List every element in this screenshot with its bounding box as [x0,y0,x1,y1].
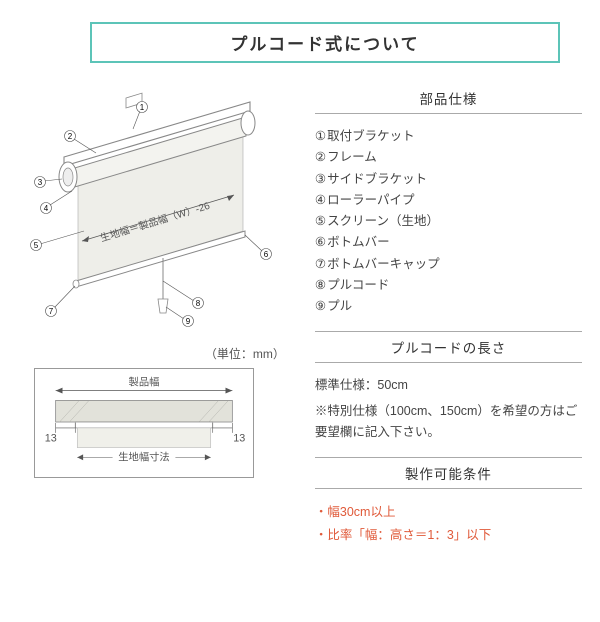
left-column: 生地幅＝製品幅（W）-26 1 2 3 4 5 6 7 8 9 （単位：mm） … [18,81,305,546]
svg-text:6: 6 [264,250,269,259]
svg-text:8: 8 [196,299,201,308]
svg-text:生地幅寸法: 生地幅寸法 [118,450,169,463]
parts-heading: 部品仕様 [315,83,582,114]
svg-text:2: 2 [68,132,73,141]
right-column: 部品仕様 取付ブラケットフレームサイドブラケットローラーパイプスクリーン（生地）… [305,81,582,546]
svg-text:製品幅: 製品幅 [129,376,160,389]
parts-item: ボトムバーキャップ [315,254,582,275]
cord-length-heading: プルコードの長さ [315,331,582,363]
cord-length-body1: 標準仕様：50cm [315,375,582,396]
parts-item: スクリーン（生地） [315,211,582,232]
parts-item: フレーム [315,147,582,168]
parts-item: ローラーパイプ [315,190,582,211]
content-row: 生地幅＝製品幅（W）-26 1 2 3 4 5 6 7 8 9 （単位：mm） … [0,81,600,546]
svg-text:13: 13 [45,433,57,445]
svg-text:3: 3 [38,178,43,187]
isometric-diagram: 生地幅＝製品幅（W）-26 1 2 3 4 5 6 7 8 9 [18,81,288,341]
parts-item: プルコード [315,275,582,296]
main-title: プルコード式について [90,22,560,63]
parts-item: 取付ブラケット [315,126,582,147]
svg-text:13: 13 [233,433,245,445]
condition-item: 比率「幅：高さ＝1：3」以下 [315,524,582,547]
condition-item: 幅30cm以上 [315,501,582,524]
svg-text:5: 5 [34,241,39,250]
conditions-list: 幅30cm以上比率「幅：高さ＝1：3」以下 [315,501,582,546]
svg-text:7: 7 [49,307,54,316]
parts-item: ボトムバー [315,232,582,253]
cross-section-diagram: 製品幅 13 13 [34,368,254,478]
parts-list: 取付ブラケットフレームサイドブラケットローラーパイプスクリーン（生地）ボトムバー… [315,126,582,317]
parts-item: プル [315,296,582,317]
cord-length-body2: ※特別仕様（100cm、150cm）を希望の方はご要望欄に記入下さい。 [315,401,582,444]
unit-label: （単位：mm） [18,345,285,362]
parts-item: サイドブラケット [315,169,582,190]
svg-text:4: 4 [44,204,49,213]
conditions-heading: 製作可能条件 [315,457,582,489]
svg-text:9: 9 [186,317,191,326]
svg-text:1: 1 [140,103,145,112]
